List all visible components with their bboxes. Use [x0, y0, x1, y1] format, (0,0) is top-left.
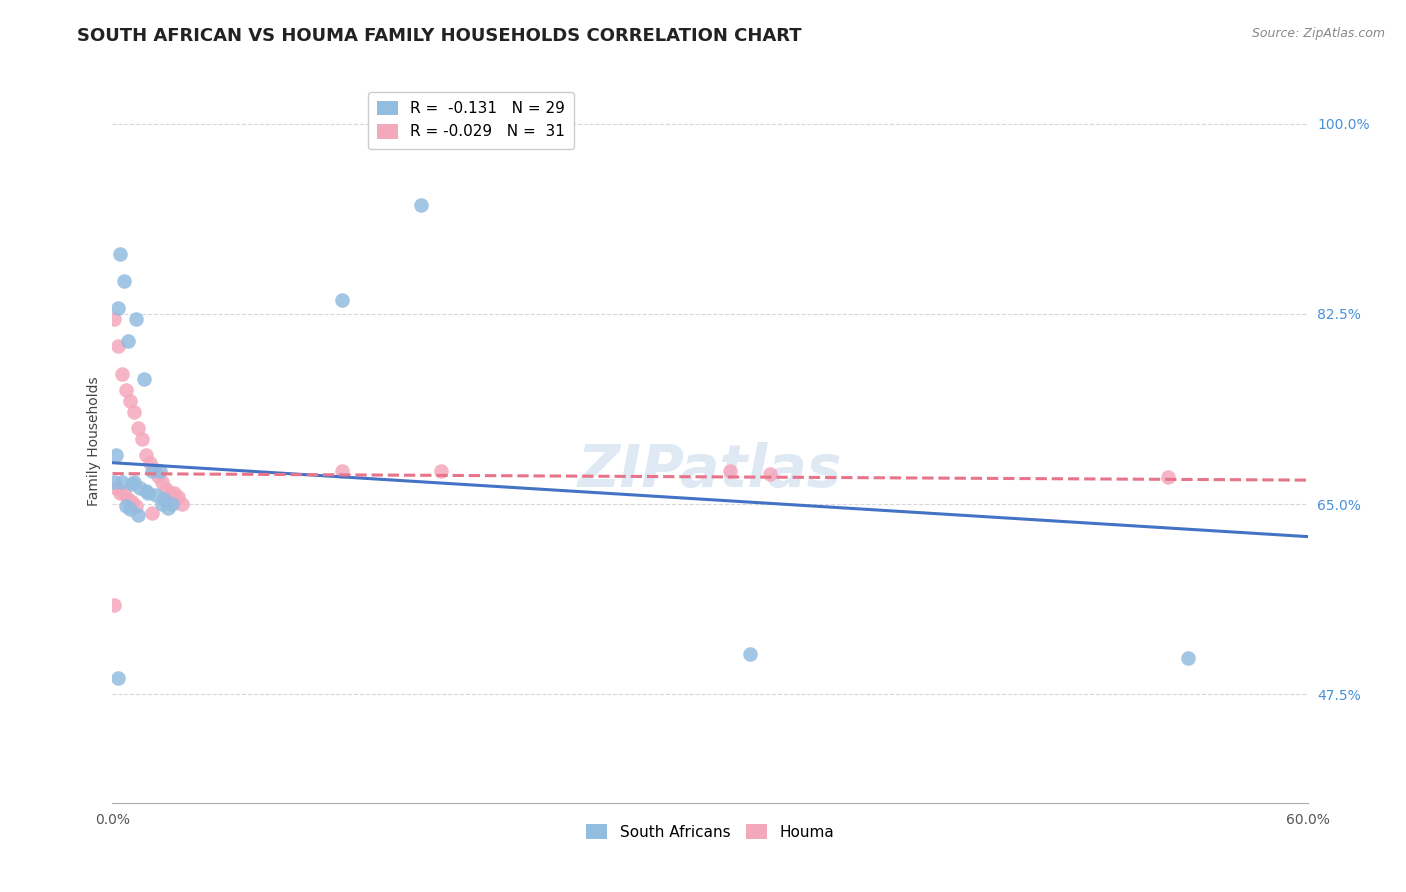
Point [129, 481, 152, 495]
Point [121, 477, 143, 491]
Point [115, 383, 138, 397]
Point [150, 497, 173, 511]
Point [330, 464, 353, 478]
Point [121, 495, 143, 509]
Point [107, 301, 129, 316]
Point [145, 488, 167, 502]
Point [148, 468, 170, 483]
Text: ZIPatlas: ZIPatlas [578, 442, 842, 499]
Y-axis label: Family Households: Family Households [87, 376, 101, 507]
Point [127, 508, 149, 522]
Point [149, 464, 172, 478]
Point [105, 448, 128, 462]
Point [114, 486, 135, 500]
Point [103, 475, 125, 490]
Point [143, 462, 166, 476]
Point [114, 274, 135, 288]
Point [111, 367, 134, 381]
Point [110, 247, 132, 261]
Point [135, 483, 157, 498]
Point [153, 491, 176, 506]
Point [411, 198, 433, 212]
Point [103, 598, 125, 612]
Point [330, 293, 353, 307]
Point [430, 464, 453, 478]
Point [1157, 470, 1180, 484]
Point [117, 491, 139, 506]
Point [107, 339, 129, 353]
Point [138, 486, 160, 500]
Point [117, 334, 139, 348]
Text: Source: ZipAtlas.com: Source: ZipAtlas.com [1251, 27, 1385, 40]
Point [131, 432, 153, 446]
Point [124, 475, 146, 490]
Point [127, 421, 149, 435]
Point [150, 475, 173, 490]
Point [107, 671, 129, 685]
Point [1177, 651, 1199, 665]
Point [105, 481, 128, 495]
Point [125, 499, 148, 513]
Point [125, 312, 148, 326]
Point [120, 393, 142, 408]
Point [139, 456, 162, 470]
Point [155, 482, 177, 496]
Point [163, 486, 186, 500]
Point [124, 405, 146, 419]
Point [162, 497, 183, 511]
Point [120, 502, 142, 516]
Point [134, 372, 156, 386]
Point [167, 491, 190, 505]
Point [159, 486, 181, 500]
Legend: South Africans, Houma: South Africans, Houma [581, 818, 839, 846]
Point [141, 464, 163, 478]
Point [718, 464, 741, 478]
Point [157, 501, 180, 516]
Point [103, 312, 125, 326]
Point [110, 486, 132, 500]
Point [759, 467, 782, 481]
Point [111, 475, 134, 490]
Text: SOUTH AFRICAN VS HOUMA FAMILY HOUSEHOLDS CORRELATION CHART: SOUTH AFRICAN VS HOUMA FAMILY HOUSEHOLDS… [77, 27, 801, 45]
Point [141, 506, 163, 520]
Point [135, 448, 157, 462]
Point [172, 497, 194, 511]
Point [738, 647, 761, 661]
Point [115, 499, 138, 513]
